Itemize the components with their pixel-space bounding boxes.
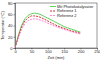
x-tick: 250 — [94, 48, 100, 54]
plot-area: 0 50 100 150 200 250 0 20 40 60 80 Mit Photokatalys… — [8, 1, 100, 55]
chart: 0 50 100 150 200 250 0 20 40 60 80 Mit Photokatalys… — [0, 0, 100, 60]
x-tick: 200 — [78, 48, 85, 54]
legend-label: Referenz 2 — [57, 13, 77, 18]
legend-entry: Referenz 2 — [50, 13, 77, 18]
y-tick-label: 80 — [8, 1, 13, 6]
y-tick: 60 — [8, 12, 15, 17]
legend-swatch — [50, 15, 56, 16]
y-axis-title: Temperatur (°C) — [0, 11, 5, 40]
x-tick-label: 50 — [30, 49, 35, 54]
y-tick-label: 0 — [10, 46, 13, 51]
series-line — [15, 19, 81, 48]
x-axis: 0 50 100 150 200 250 — [14, 48, 100, 54]
y-tick-label: 20 — [8, 35, 13, 40]
y-axis: 0 20 40 60 80 — [8, 1, 15, 51]
series-group — [15, 13, 81, 48]
legend-swatch — [50, 6, 56, 7]
y-tick-label: 40 — [8, 23, 13, 28]
y-tick-label: 60 — [8, 12, 13, 17]
y-tick: 20 — [8, 35, 15, 40]
x-tick: 0 — [14, 48, 17, 54]
series-line — [15, 16, 81, 48]
x-axis-line — [16, 49, 98, 50]
y-tick: 0 — [10, 46, 15, 51]
x-tick-label: 250 — [94, 49, 100, 54]
x-tick: 50 — [30, 48, 35, 54]
x-tick-label: 0 — [14, 49, 17, 54]
legend: Mit PhotokatalysatorReferenz 1Referenz 2 — [50, 4, 94, 18]
x-axis-title: Zeit (min) — [48, 55, 66, 60]
plot-frame — [15, 3, 97, 48]
x-tick-label: 200 — [78, 49, 85, 54]
x-tick-label: 150 — [61, 49, 68, 54]
x-tick-label: 100 — [45, 49, 52, 54]
series-line — [15, 13, 81, 48]
y-tick: 40 — [8, 23, 15, 28]
x-tick: 100 — [45, 48, 52, 54]
legend-swatch — [50, 11, 56, 12]
x-tick: 150 — [61, 48, 68, 54]
y-tick: 80 — [8, 1, 15, 6]
